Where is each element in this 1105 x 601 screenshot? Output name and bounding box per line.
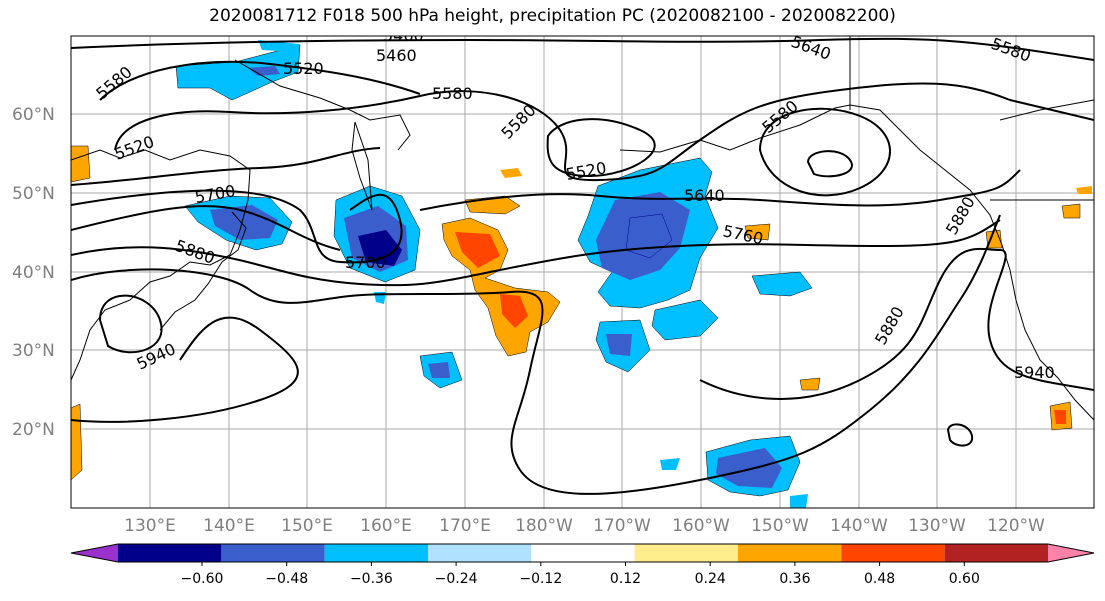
precip-shading xyxy=(71,40,1092,508)
colorbar-cell xyxy=(221,544,325,562)
colorbar-cell xyxy=(428,544,532,562)
colorbar-tick-label: −0.36 xyxy=(350,571,393,587)
lat-label: 30°N xyxy=(12,341,55,361)
contour-label: 5460 xyxy=(376,46,417,65)
lon-label: 130°E xyxy=(124,516,176,536)
lat-label: 20°N xyxy=(12,420,55,440)
lat-label: 50°N xyxy=(12,184,55,204)
colorbar-cell xyxy=(738,544,842,562)
latitude-labels: 60°N 50°N 40°N 30°N 20°N xyxy=(12,105,55,440)
lon-label: 140°W xyxy=(830,516,888,536)
colorbar-tick-label: 0.60 xyxy=(949,571,980,587)
colorbar-tick-label: −0.12 xyxy=(519,571,562,587)
colorbar-tick-label: 0.12 xyxy=(610,571,641,587)
colorbar-tick-label: −0.60 xyxy=(181,571,224,587)
colorbar-tick-label: 0.48 xyxy=(864,571,895,587)
colorbar-extend-min xyxy=(71,544,118,562)
colorbar-cell xyxy=(324,544,428,562)
height-contours xyxy=(71,37,1094,495)
lon-label: 170°E xyxy=(439,516,491,536)
contour-label: 5460 xyxy=(383,26,424,45)
colorbar-outline xyxy=(70,543,1095,563)
colorbar-extend-max xyxy=(1048,544,1094,562)
lat-label: 40°N xyxy=(12,263,55,283)
colorbar-tick-label: 0.36 xyxy=(779,571,810,587)
map-frame xyxy=(70,35,1095,509)
contour-label: 5640 xyxy=(684,186,725,205)
lon-label: 150°W xyxy=(751,516,809,536)
longitude-labels: 130°E 140°E 150°E 160°E 170°E 180°W 170°… xyxy=(124,516,1045,536)
lon-label: 150°E xyxy=(281,516,333,536)
lon-label: 160°W xyxy=(672,516,730,536)
colorbar-tick-label: −0.48 xyxy=(265,571,308,587)
lon-label: 120°W xyxy=(987,516,1045,536)
colorbar-tick-label: −0.24 xyxy=(435,571,478,587)
colorbar-cell xyxy=(118,544,222,562)
contour-label: 5580 xyxy=(432,84,473,103)
lon-label: 170°W xyxy=(593,516,651,536)
contour-label: 5940 xyxy=(1014,363,1055,382)
lat-label: 60°N xyxy=(12,105,55,125)
map-title: 2020081712 F018 500 hPa height, precipit… xyxy=(209,6,896,26)
lon-label: 180°W xyxy=(515,516,573,536)
lon-label: 160°E xyxy=(360,516,412,536)
contour-label: 5700 xyxy=(345,253,386,272)
contour-label: 5520 xyxy=(283,59,324,78)
colorbar-cell xyxy=(634,544,738,562)
colorbar: −0.60 −0.48 −0.36 −0.24 −0.12 0.12 0.24 0.36 0.4… xyxy=(70,543,1095,587)
colorbar-cell xyxy=(944,544,1048,562)
lon-label: 140°E xyxy=(203,516,255,536)
graticule xyxy=(71,36,1094,508)
colorbar-tick-label: 0.24 xyxy=(695,571,726,587)
lon-label: 130°W xyxy=(908,516,966,536)
coastlines xyxy=(71,36,1094,421)
colorbar-cell xyxy=(531,544,635,562)
colorbar-cell xyxy=(841,544,945,562)
